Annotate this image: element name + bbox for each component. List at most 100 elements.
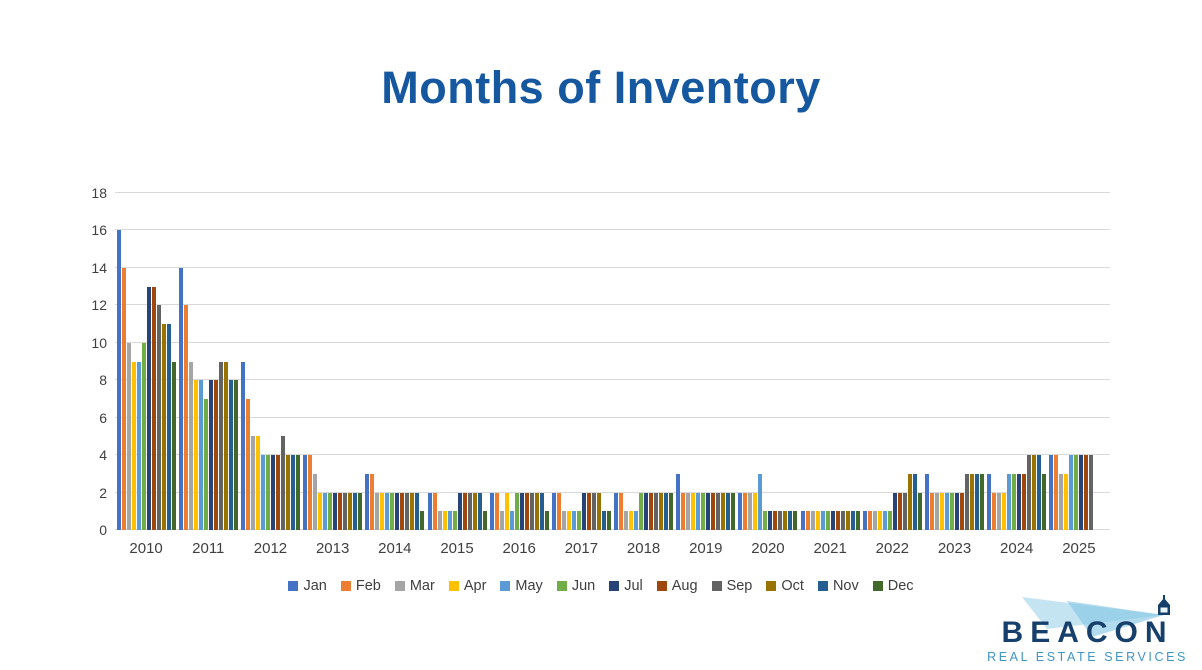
x-axis-tick-label: 2025 — [1062, 540, 1096, 557]
bar-feb-2018 — [619, 492, 624, 530]
bar-aug-2010 — [151, 286, 156, 530]
legend-label: Jan — [303, 578, 327, 594]
plot-area — [115, 192, 1110, 530]
bar-jan-2023 — [925, 473, 930, 530]
bar-apr-2011 — [193, 380, 198, 530]
bar-mar-2022 — [872, 511, 877, 530]
bar-groups — [115, 193, 1110, 530]
bar-group-2011 — [177, 193, 239, 530]
bar-dec-2024 — [1042, 473, 1047, 530]
y-axis-tick-label: 2 — [99, 484, 107, 501]
bar-feb-2016 — [494, 492, 499, 530]
bar-jan-2012 — [240, 361, 245, 530]
bar-aug-2012 — [275, 455, 280, 530]
bar-may-2024 — [1007, 473, 1012, 530]
legend-swatch-icon — [872, 581, 883, 591]
bar-mar-2012 — [250, 436, 255, 530]
bar-nov-2014 — [415, 492, 420, 530]
legend-label: Sep — [726, 578, 753, 594]
bar-feb-2019 — [681, 492, 686, 530]
bar-jun-2010 — [141, 342, 146, 530]
bar-jan-2010 — [116, 230, 121, 530]
bar-oct-2021 — [845, 511, 850, 530]
bar-may-2012 — [260, 455, 265, 530]
bar-may-2020 — [758, 473, 763, 530]
bar-group-2023 — [923, 193, 985, 530]
y-axis-tick-label: 14 — [91, 259, 107, 276]
bar-oct-2024 — [1032, 455, 1037, 530]
x-axis-tick-label: 2020 — [751, 540, 785, 557]
gridline — [115, 454, 1110, 456]
x-axis-tick-label: 2021 — [813, 540, 847, 557]
bar-jun-2019 — [701, 492, 706, 530]
bar-jun-2017 — [576, 511, 581, 530]
bar-may-2018 — [634, 511, 639, 530]
bar-feb-2021 — [805, 511, 810, 530]
bar-jan-2014 — [365, 473, 370, 530]
bar-mar-2023 — [935, 492, 940, 530]
bar-oct-2017 — [596, 492, 601, 530]
y-axis-tick-label: 18 — [91, 185, 107, 201]
y-axis-tick-label: 10 — [91, 334, 107, 351]
y-axis-tick-label: 6 — [99, 409, 107, 426]
bar-aug-2018 — [649, 492, 654, 530]
legend-label: May — [515, 578, 543, 594]
bar-sep-2015 — [467, 492, 472, 530]
bar-dec-2013 — [358, 492, 363, 530]
bar-dec-2015 — [482, 511, 487, 530]
bar-feb-2015 — [432, 492, 437, 530]
legend-swatch-icon — [288, 581, 299, 591]
bar-jan-2017 — [551, 492, 556, 530]
bar-aug-2023 — [960, 492, 965, 530]
bar-jul-2010 — [146, 286, 151, 530]
legend-swatch-icon — [340, 581, 351, 591]
bar-apr-2023 — [940, 492, 945, 530]
bar-apr-2020 — [753, 492, 758, 530]
gridline — [115, 491, 1110, 493]
legend-item-jun: Jun — [556, 578, 596, 594]
bar-apr-2016 — [504, 492, 509, 530]
legend-label: Feb — [355, 578, 381, 594]
bar-sep-2012 — [280, 436, 285, 530]
legend-label: Apr — [463, 578, 487, 594]
bar-may-2016 — [509, 511, 514, 530]
y-axis: 0 2 4 6 8 10 12 14 16 18 — [0, 185, 107, 538]
bar-apr-2013 — [318, 492, 323, 530]
legend: Jan Feb Mar Apr May Jun Jul Aug Sep Oct Nov Dec — [0, 578, 1202, 594]
bar-jan-2015 — [427, 492, 432, 530]
bar-aug-2015 — [462, 492, 467, 530]
x-axis: 2010 2011 2012 2013 2014 2015 2016 2017 2018 2019… — [115, 540, 1110, 557]
bar-jul-2019 — [706, 492, 711, 530]
bar-jul-2011 — [208, 380, 213, 530]
bar-sep-2022 — [902, 492, 907, 530]
bar-sep-2018 — [654, 492, 659, 530]
bar-jul-2025 — [1079, 455, 1084, 530]
bar-nov-2018 — [664, 492, 669, 530]
bar-oct-2016 — [534, 492, 539, 530]
bar-sep-2011 — [218, 361, 223, 530]
legend-swatch-icon — [766, 581, 777, 591]
bar-aug-2017 — [586, 492, 591, 530]
bar-sep-2017 — [591, 492, 596, 530]
bar-dec-2018 — [669, 492, 674, 530]
legend-item-jul: Jul — [609, 578, 643, 594]
bar-jul-2020 — [768, 511, 773, 530]
bar-dec-2019 — [731, 492, 736, 530]
bar-jan-2013 — [303, 455, 308, 530]
bar-jun-2013 — [328, 492, 333, 530]
bar-aug-2019 — [711, 492, 716, 530]
legend-label: Jul — [624, 578, 643, 594]
bar-feb-2022 — [867, 511, 872, 530]
bar-mar-2025 — [1059, 473, 1064, 530]
bar-may-2023 — [945, 492, 950, 530]
bar-jul-2017 — [581, 492, 586, 530]
x-axis-tick-label: 2023 — [937, 540, 972, 557]
bar-dec-2021 — [855, 511, 860, 530]
legend-swatch-icon — [711, 581, 722, 591]
bar-aug-2013 — [338, 492, 343, 530]
bar-sep-2024 — [1027, 455, 1032, 530]
x-axis-tick-label: 2012 — [253, 540, 288, 557]
legend-label: Jun — [571, 578, 596, 594]
bar-jan-2024 — [987, 473, 992, 530]
bar-mar-2018 — [624, 511, 629, 530]
